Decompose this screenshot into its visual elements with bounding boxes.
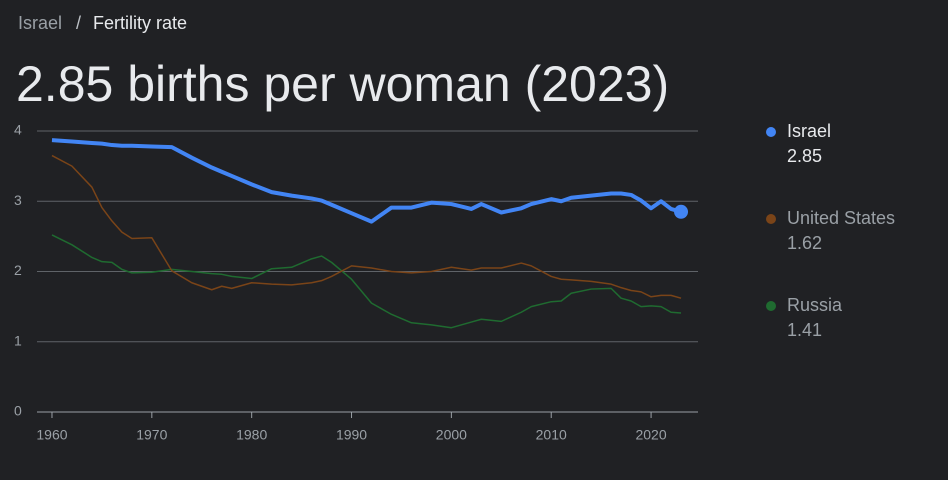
legend-name[interactable]: United States xyxy=(787,208,895,228)
series-line xyxy=(51,234,682,329)
x-tick-label: 2010 xyxy=(536,427,567,443)
endpoint-dot xyxy=(674,204,689,219)
series-line xyxy=(51,138,682,224)
legend-name[interactable]: Russia xyxy=(787,295,843,315)
breadcrumb-separator: / xyxy=(76,13,81,33)
y-tick-label: 4 xyxy=(14,122,22,138)
x-tick-label: 1960 xyxy=(36,427,67,443)
legend-dot xyxy=(766,214,776,224)
legend-dot xyxy=(766,301,776,311)
y-tick-label: 3 xyxy=(14,192,22,208)
series-line xyxy=(51,154,682,299)
x-tick-label: 2000 xyxy=(436,427,467,443)
legend-value: 1.41 xyxy=(787,320,822,340)
x-tick-label: 1970 xyxy=(136,427,167,443)
legend-value: 1.62 xyxy=(787,233,822,253)
y-tick-label: 1 xyxy=(14,332,22,348)
y-tick-label: 2 xyxy=(14,262,22,278)
x-tick-label: 1990 xyxy=(336,427,367,443)
x-tick-label: 2020 xyxy=(635,427,666,443)
legend-name[interactable]: Israel xyxy=(787,121,831,141)
breadcrumb-parent[interactable]: Israel xyxy=(18,13,62,33)
headline: 2.85 births per woman (2023) xyxy=(16,56,669,112)
breadcrumb-current: Fertility rate xyxy=(93,13,187,33)
x-tick-label: 1980 xyxy=(236,427,267,443)
y-tick-label: 0 xyxy=(14,403,22,419)
legend-value: 2.85 xyxy=(787,146,822,166)
legend-dot xyxy=(766,127,776,137)
